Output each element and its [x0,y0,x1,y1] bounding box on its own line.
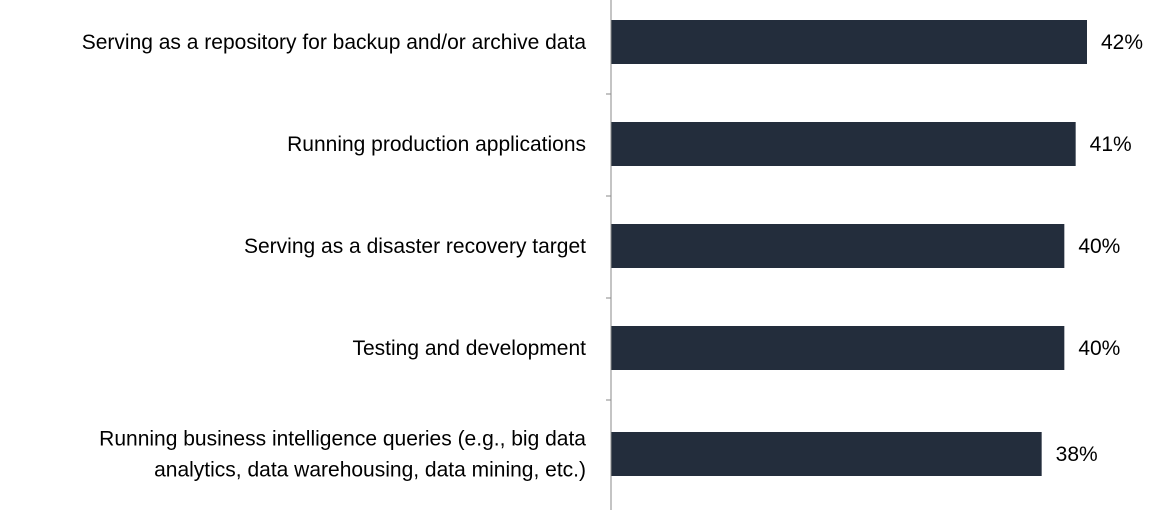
category-label-1: Serving as a repository for backup and/o… [82,31,587,54]
category-labels: Serving as a repository for backup and/o… [82,31,587,482]
value-label-2: 41% [1090,133,1132,156]
value-label-5: 38% [1056,443,1098,466]
bar-3 [611,224,1065,268]
category-label-line: Serving as a repository for backup and/o… [82,31,587,54]
category-axis [606,0,612,510]
category-label-line: Testing and development [353,337,587,360]
category-label-line: analytics, data warehousing, data mining… [154,459,586,482]
category-label-line: Running production applications [287,133,586,156]
bar-2 [611,122,1076,166]
bar-1 [611,20,1087,64]
category-label-4: Testing and development [353,337,587,360]
value-label-4: 40% [1078,337,1120,360]
category-label-line: Serving as a disaster recovery target [244,235,586,258]
value-label-3: 40% [1078,235,1120,258]
bar-4 [611,326,1065,370]
value-label-1: 42% [1101,31,1143,54]
category-label-3: Serving as a disaster recovery target [244,235,586,258]
bars-group [611,20,1087,476]
category-label-2: Running production applications [287,133,586,156]
value-labels: 42% 41% 40% 40% 38% [1056,31,1143,466]
bar-5 [611,432,1042,476]
category-label-line: Running business intelligence queries (e… [99,428,586,451]
category-label-5: Running business intelligence queries (e… [99,428,586,482]
